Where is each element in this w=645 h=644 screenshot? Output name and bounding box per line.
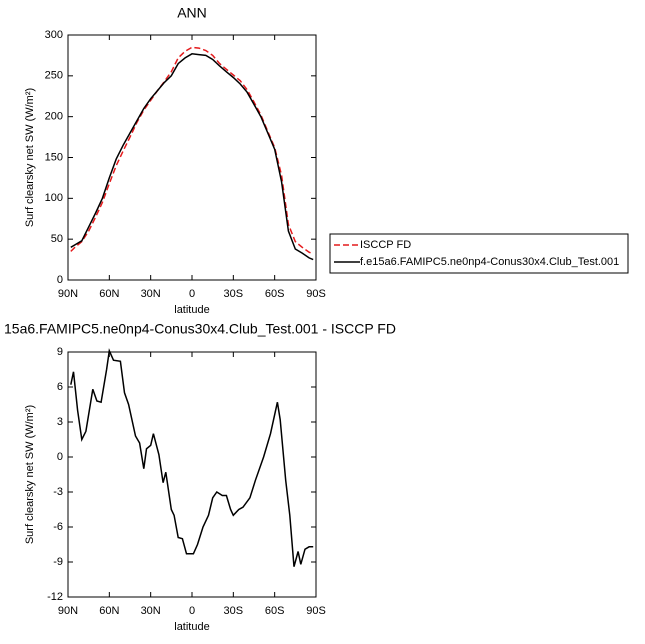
x-tick-label: 0 <box>189 288 195 300</box>
x-tick-label: 30N <box>141 288 161 300</box>
plot-frame <box>67 351 317 598</box>
data-line <box>70 348 314 567</box>
y-tick-label: 150 <box>45 151 63 163</box>
x-axis-label: latitude <box>174 621 209 633</box>
data-line <box>70 46 314 255</box>
y-tick-label: 0 <box>57 274 63 286</box>
y-tick-label: 100 <box>45 192 63 204</box>
x-tick-label: 30S <box>224 605 244 617</box>
data-line <box>70 53 314 261</box>
x-tick-label: 30S <box>224 288 244 300</box>
y-axis-label: Surf clearsky net SW (W/m²) <box>24 405 36 544</box>
y-tick-label: -6 <box>53 521 63 533</box>
y-tick-label: 3 <box>57 416 63 428</box>
plot-frame <box>67 34 317 281</box>
y-axis-label: Surf clearsky net SW (W/m²) <box>24 88 36 227</box>
chart-title: ANN <box>177 5 207 21</box>
chart-title: 15a6.FAMIPC5.ne0np4-Conus30x4.Club_Test.… <box>4 321 396 337</box>
y-tick-label: -3 <box>53 486 63 498</box>
x-tick-label: 60N <box>99 288 119 300</box>
y-tick-label: 0 <box>57 451 63 463</box>
legend-box <box>329 233 629 274</box>
y-tick-label: 9 <box>57 346 63 358</box>
x-tick-label: 90N <box>58 288 78 300</box>
y-tick-label: 250 <box>45 70 63 82</box>
legend-label: ISCCP FD <box>360 239 411 251</box>
x-tick-label: 90S <box>306 288 326 300</box>
y-tick-label: 6 <box>57 381 63 393</box>
x-axis-label: latitude <box>174 304 209 316</box>
x-tick-label: 60S <box>265 288 285 300</box>
x-tick-label: 60S <box>265 605 285 617</box>
y-tick-label: 200 <box>45 111 63 123</box>
y-tick-label: -12 <box>47 591 63 603</box>
x-tick-label: 30N <box>141 605 161 617</box>
x-tick-label: 90N <box>58 605 78 617</box>
legend-label: f.e15a6.FAMIPC5.ne0np4-Conus30x4.Club_Te… <box>360 256 619 268</box>
x-tick-label: 0 <box>189 605 195 617</box>
y-tick-label: 50 <box>51 233 63 245</box>
y-tick-label: -9 <box>53 556 63 568</box>
x-tick-label: 60N <box>99 605 119 617</box>
y-tick-label: 300 <box>45 29 63 41</box>
x-tick-label: 90S <box>306 605 326 617</box>
